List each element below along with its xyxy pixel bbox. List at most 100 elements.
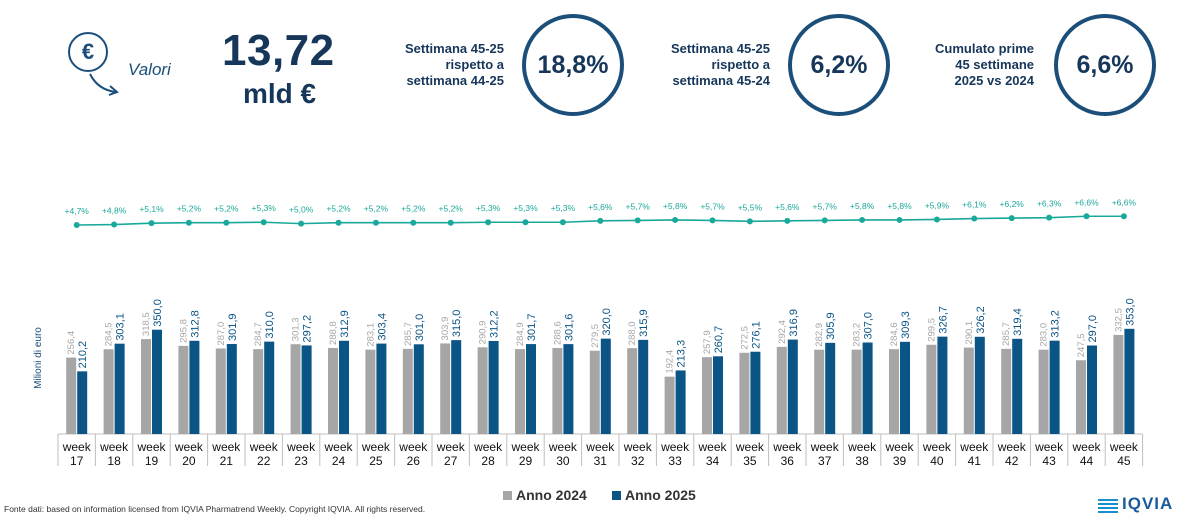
x-tick-label: week	[810, 440, 840, 454]
bar-2025	[264, 341, 275, 434]
data-label-2024: 272,5	[739, 326, 750, 350]
kpi-3-value: 6,6%	[1076, 50, 1134, 79]
x-tick-label: week	[1034, 440, 1064, 454]
growth-point	[634, 217, 641, 224]
x-tick-label: week	[548, 440, 578, 454]
x-tick-label: 30	[556, 454, 570, 468]
x-tick-label: 35	[743, 454, 757, 468]
growth-point	[933, 216, 940, 223]
bar-2024	[589, 350, 600, 434]
x-tick-label: 36	[781, 454, 795, 468]
bar-2024	[851, 349, 862, 434]
bar-2024	[1076, 360, 1086, 434]
data-label-2025: 301,7	[526, 314, 538, 342]
data-label-2025: 213,3	[676, 340, 688, 368]
growth-point	[821, 217, 828, 224]
data-label-2024: 284,6	[889, 322, 900, 346]
data-label-2024: 256,4	[66, 331, 77, 355]
growth-label: +4,8%	[102, 206, 127, 216]
growth-point	[597, 217, 604, 224]
x-tick-label: 21	[220, 454, 234, 468]
growth-point	[111, 221, 118, 228]
x-tick-label: week	[286, 440, 316, 454]
legend-2024-swatch	[503, 491, 512, 500]
growth-label: +6,3%	[1037, 199, 1062, 209]
data-label-2024: 288,6	[552, 321, 563, 345]
kpi-1-label: Settimana 45-25 rispetto a settimana 44-25	[405, 41, 504, 88]
bar-2025	[1049, 340, 1060, 434]
growth-label: +6,1%	[962, 200, 987, 210]
bar-2024	[889, 349, 899, 434]
bar-2025	[451, 340, 462, 434]
growth-label: +5,3%	[476, 203, 501, 213]
x-tick-label: 29	[519, 454, 533, 468]
bar-2025	[750, 351, 761, 434]
bar-2025	[301, 345, 312, 434]
bar-2025	[787, 339, 798, 434]
data-label-2025: 315,9	[638, 309, 650, 337]
x-tick-label: week	[1071, 440, 1101, 454]
x-tick-label: week	[323, 440, 353, 454]
data-label-2024: 301,3	[291, 317, 302, 341]
bar-2025	[1087, 345, 1097, 434]
data-label-2025: 326,2	[975, 306, 987, 334]
x-tick-label: 27	[444, 454, 458, 468]
data-label-2025: 260,7	[713, 326, 725, 354]
growth-label: +5,3%	[513, 203, 538, 213]
bar-2025	[862, 342, 873, 434]
data-label-2025: 301,9	[227, 314, 239, 342]
data-label-2025: 303,4	[376, 313, 388, 341]
x-tick-label: 37	[818, 454, 832, 468]
growth-label: +5,3%	[252, 203, 277, 213]
x-tick-label: 43	[1042, 454, 1056, 468]
bar-2025	[900, 341, 910, 434]
x-tick-label: week	[398, 440, 428, 454]
growth-label: +5,8%	[887, 201, 912, 211]
x-tick-label: week	[473, 440, 503, 454]
x-tick-label: 23	[294, 454, 308, 468]
growth-label: +5,2%	[439, 204, 464, 214]
growth-point	[335, 219, 342, 226]
x-tick-label: 24	[332, 454, 346, 468]
bar-2024	[664, 376, 675, 434]
bar-2025	[152, 329, 162, 434]
growth-point	[1083, 213, 1090, 220]
data-label-2024: 285,7	[1001, 322, 1012, 346]
bar-2024	[402, 348, 413, 434]
data-label-2025: 315,0	[451, 310, 463, 338]
growth-label: +5,6%	[588, 202, 613, 212]
x-tick-label: week	[623, 440, 653, 454]
x-tick-label: week	[510, 440, 540, 454]
bar-2025	[226, 344, 237, 434]
growth-point	[185, 219, 192, 226]
x-tick-label: week	[660, 440, 690, 454]
x-tick-label: 31	[594, 454, 608, 468]
bar-2025	[600, 338, 611, 434]
data-label-2024: 284,5	[104, 322, 115, 346]
growth-point	[896, 216, 903, 223]
data-label-2024: 247,5	[1076, 333, 1087, 357]
data-label-2025: 316,9	[788, 309, 800, 337]
x-tick-label: 28	[481, 454, 495, 468]
growth-label: +5,8%	[850, 201, 875, 211]
bar-2025	[974, 336, 985, 434]
y-axis-label: Milioni di euro	[33, 327, 44, 389]
legend-2025-swatch	[612, 491, 621, 500]
x-tick-label: week	[99, 440, 129, 454]
growth-label: +5,2%	[177, 204, 202, 214]
data-label-2024: 282,9	[814, 323, 825, 347]
x-tick-label: week	[922, 440, 952, 454]
bar-2024	[328, 347, 338, 434]
data-label-2024: 288,8	[328, 321, 339, 345]
bar-2025	[1124, 328, 1135, 434]
growth-point	[672, 216, 679, 223]
data-label-2024: 287,0	[216, 322, 227, 346]
bar-2024	[1001, 348, 1012, 434]
x-tick-label: week	[847, 440, 877, 454]
data-label-2025: 301,6	[563, 314, 575, 342]
growth-point	[1046, 214, 1053, 221]
bar-2025	[376, 343, 387, 434]
data-label-2024: 288,0	[627, 321, 638, 345]
data-label-2024: 295,8	[178, 319, 189, 343]
